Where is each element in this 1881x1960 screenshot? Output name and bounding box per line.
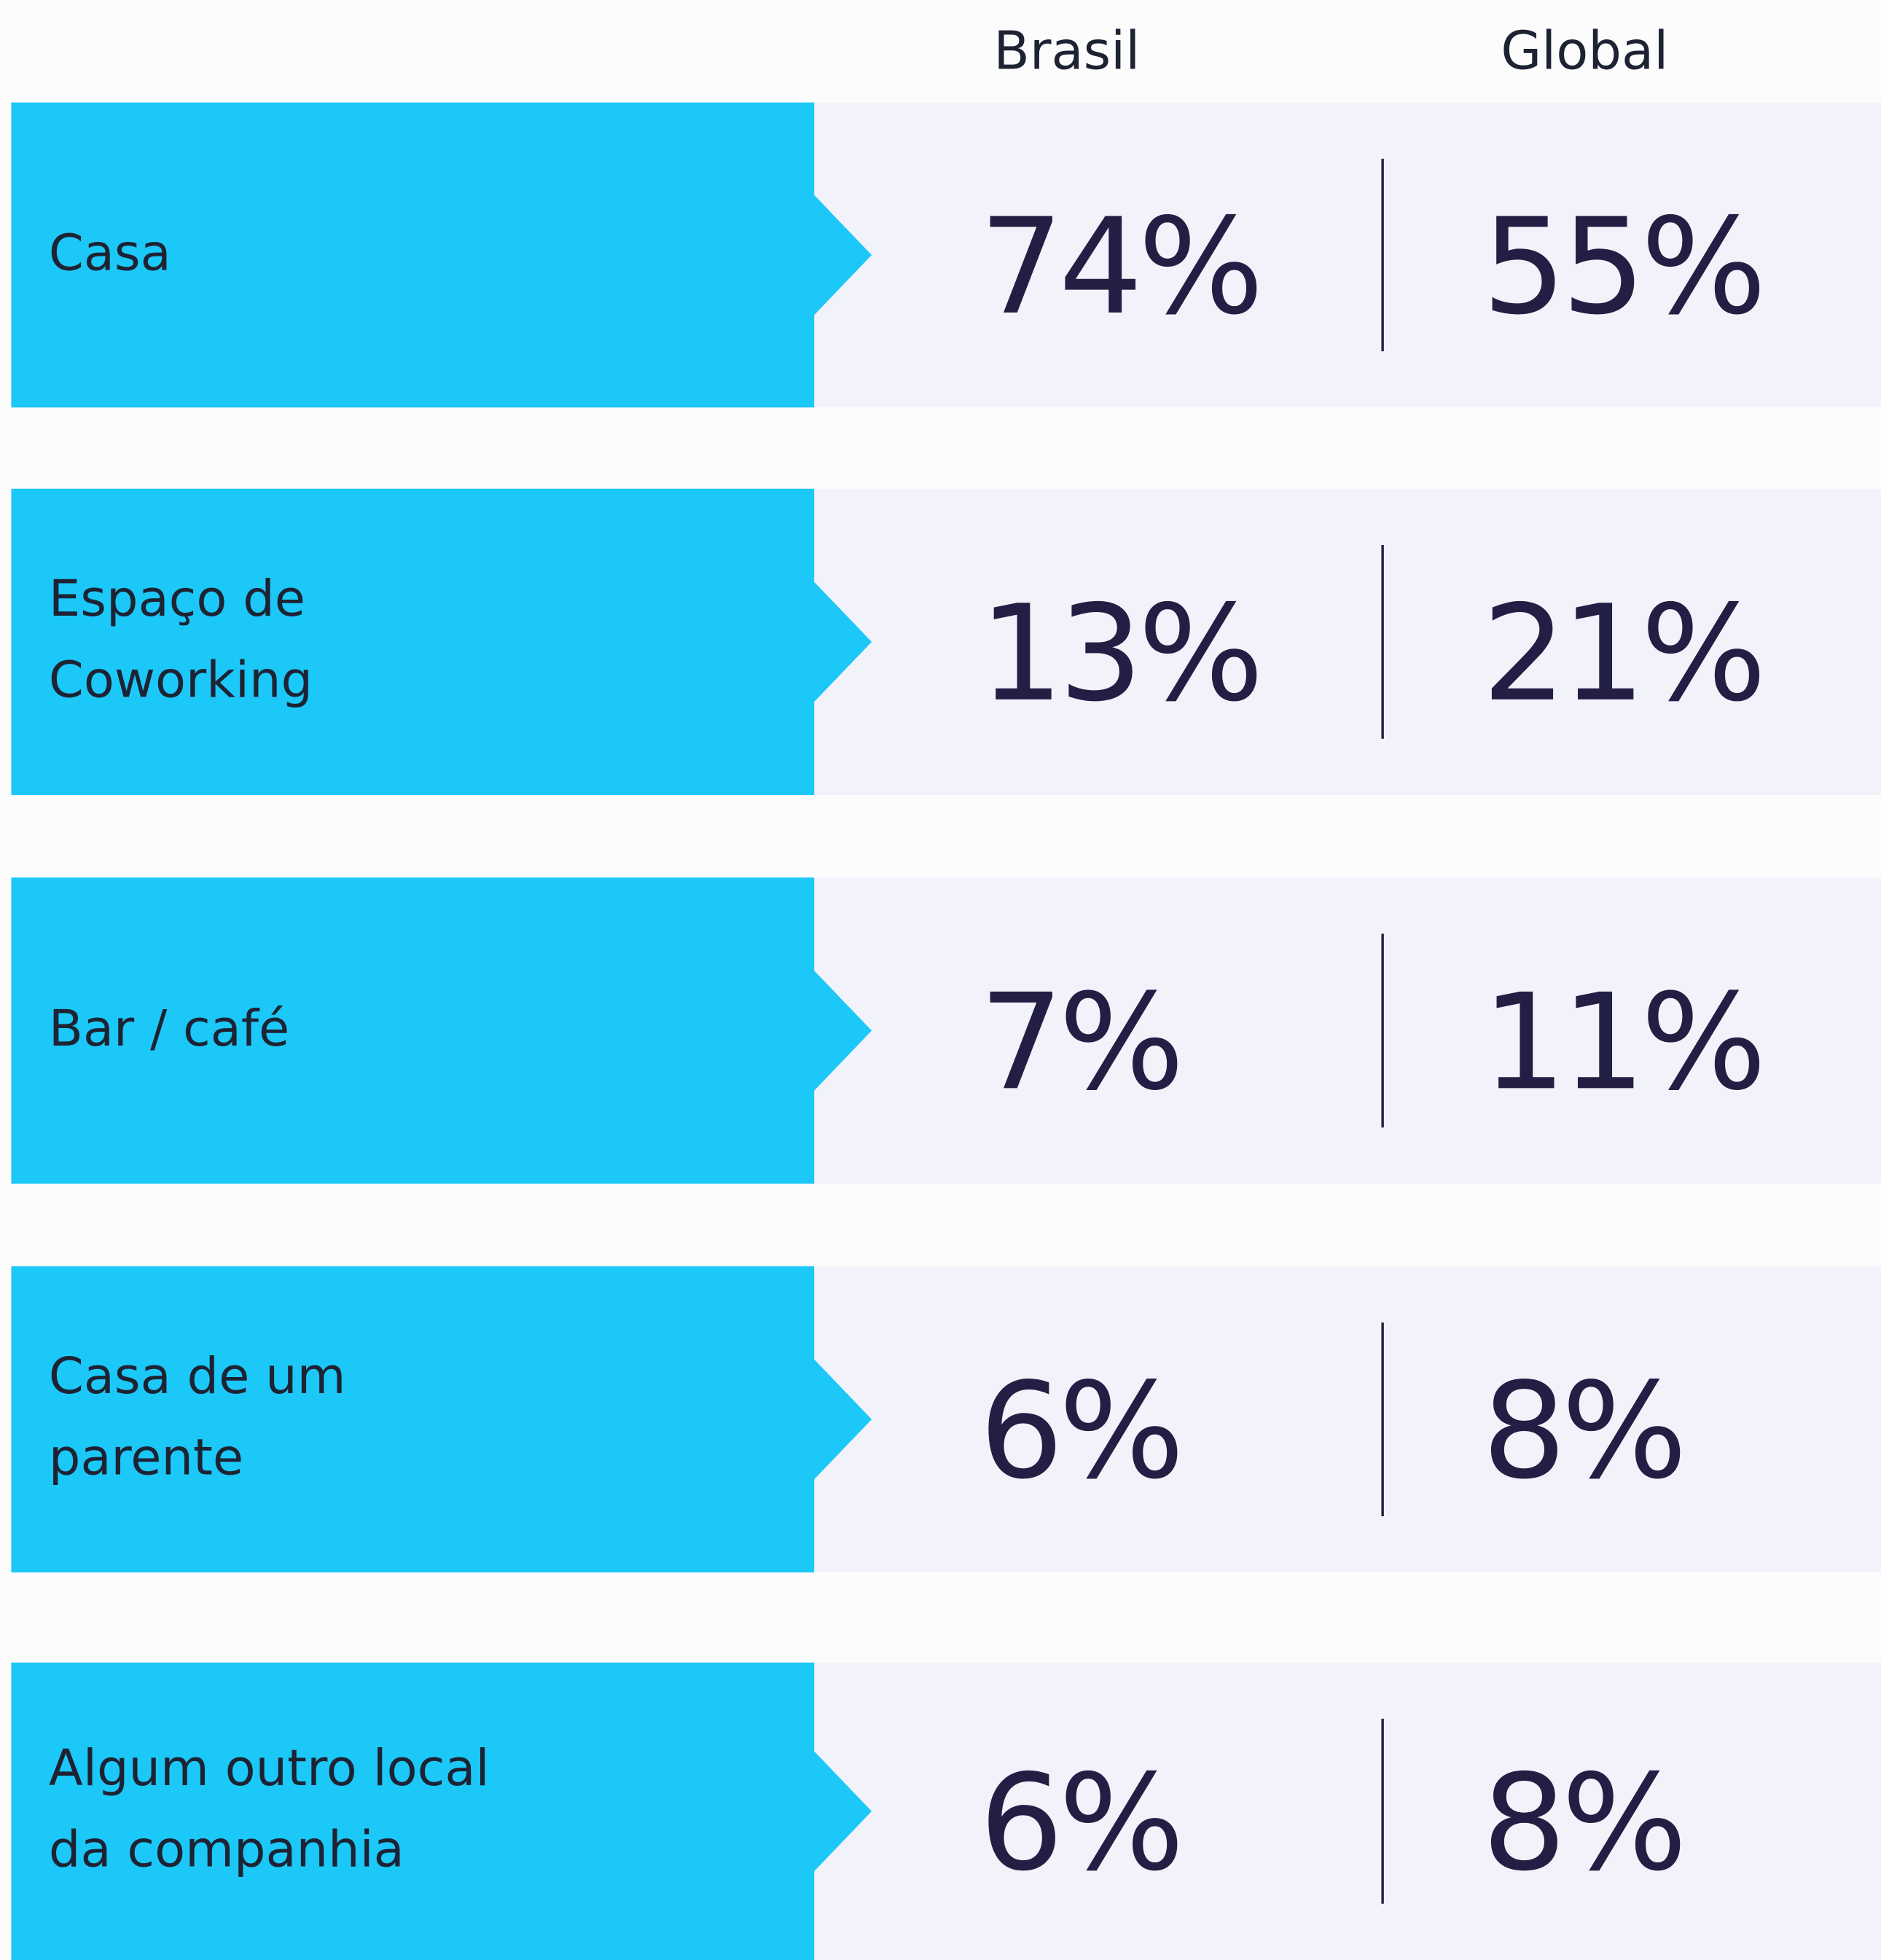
- row-label: Casa de um: [49, 1347, 346, 1406]
- column-header: Brasil: [993, 20, 1140, 81]
- value: 8%: [1482, 1746, 1683, 1900]
- label-arrow: [11, 877, 872, 1184]
- label-arrow: [11, 488, 872, 796]
- label-arrow: [11, 102, 872, 408]
- row-background: [814, 1662, 1881, 1960]
- value: 55%: [1482, 189, 1762, 344]
- value: 7%: [979, 965, 1180, 1119]
- value: 21%: [1482, 576, 1762, 731]
- value: 11%: [1482, 965, 1762, 1119]
- value: 74%: [979, 189, 1259, 344]
- row-background: [814, 1266, 1881, 1573]
- value: 13%: [979, 576, 1259, 731]
- value: 6%: [979, 1746, 1180, 1900]
- value: 6%: [979, 1354, 1180, 1508]
- value: 8%: [1482, 1354, 1683, 1508]
- row-label: Algum outro local: [49, 1739, 490, 1798]
- row-label: Espaço de: [49, 570, 305, 628]
- label-arrow: [11, 1662, 872, 1960]
- row-label: da companhia: [49, 1820, 404, 1878]
- row-label: Coworking: [49, 651, 313, 709]
- column-header: Global: [1501, 20, 1668, 81]
- row-label: Casa: [49, 224, 171, 283]
- row-label: Bar / café: [49, 1000, 289, 1058]
- row-label: parente: [49, 1429, 243, 1487]
- row-background: [814, 488, 1881, 796]
- row-background: [814, 102, 1881, 408]
- row-background: [814, 877, 1881, 1184]
- label-arrow: [11, 1266, 872, 1573]
